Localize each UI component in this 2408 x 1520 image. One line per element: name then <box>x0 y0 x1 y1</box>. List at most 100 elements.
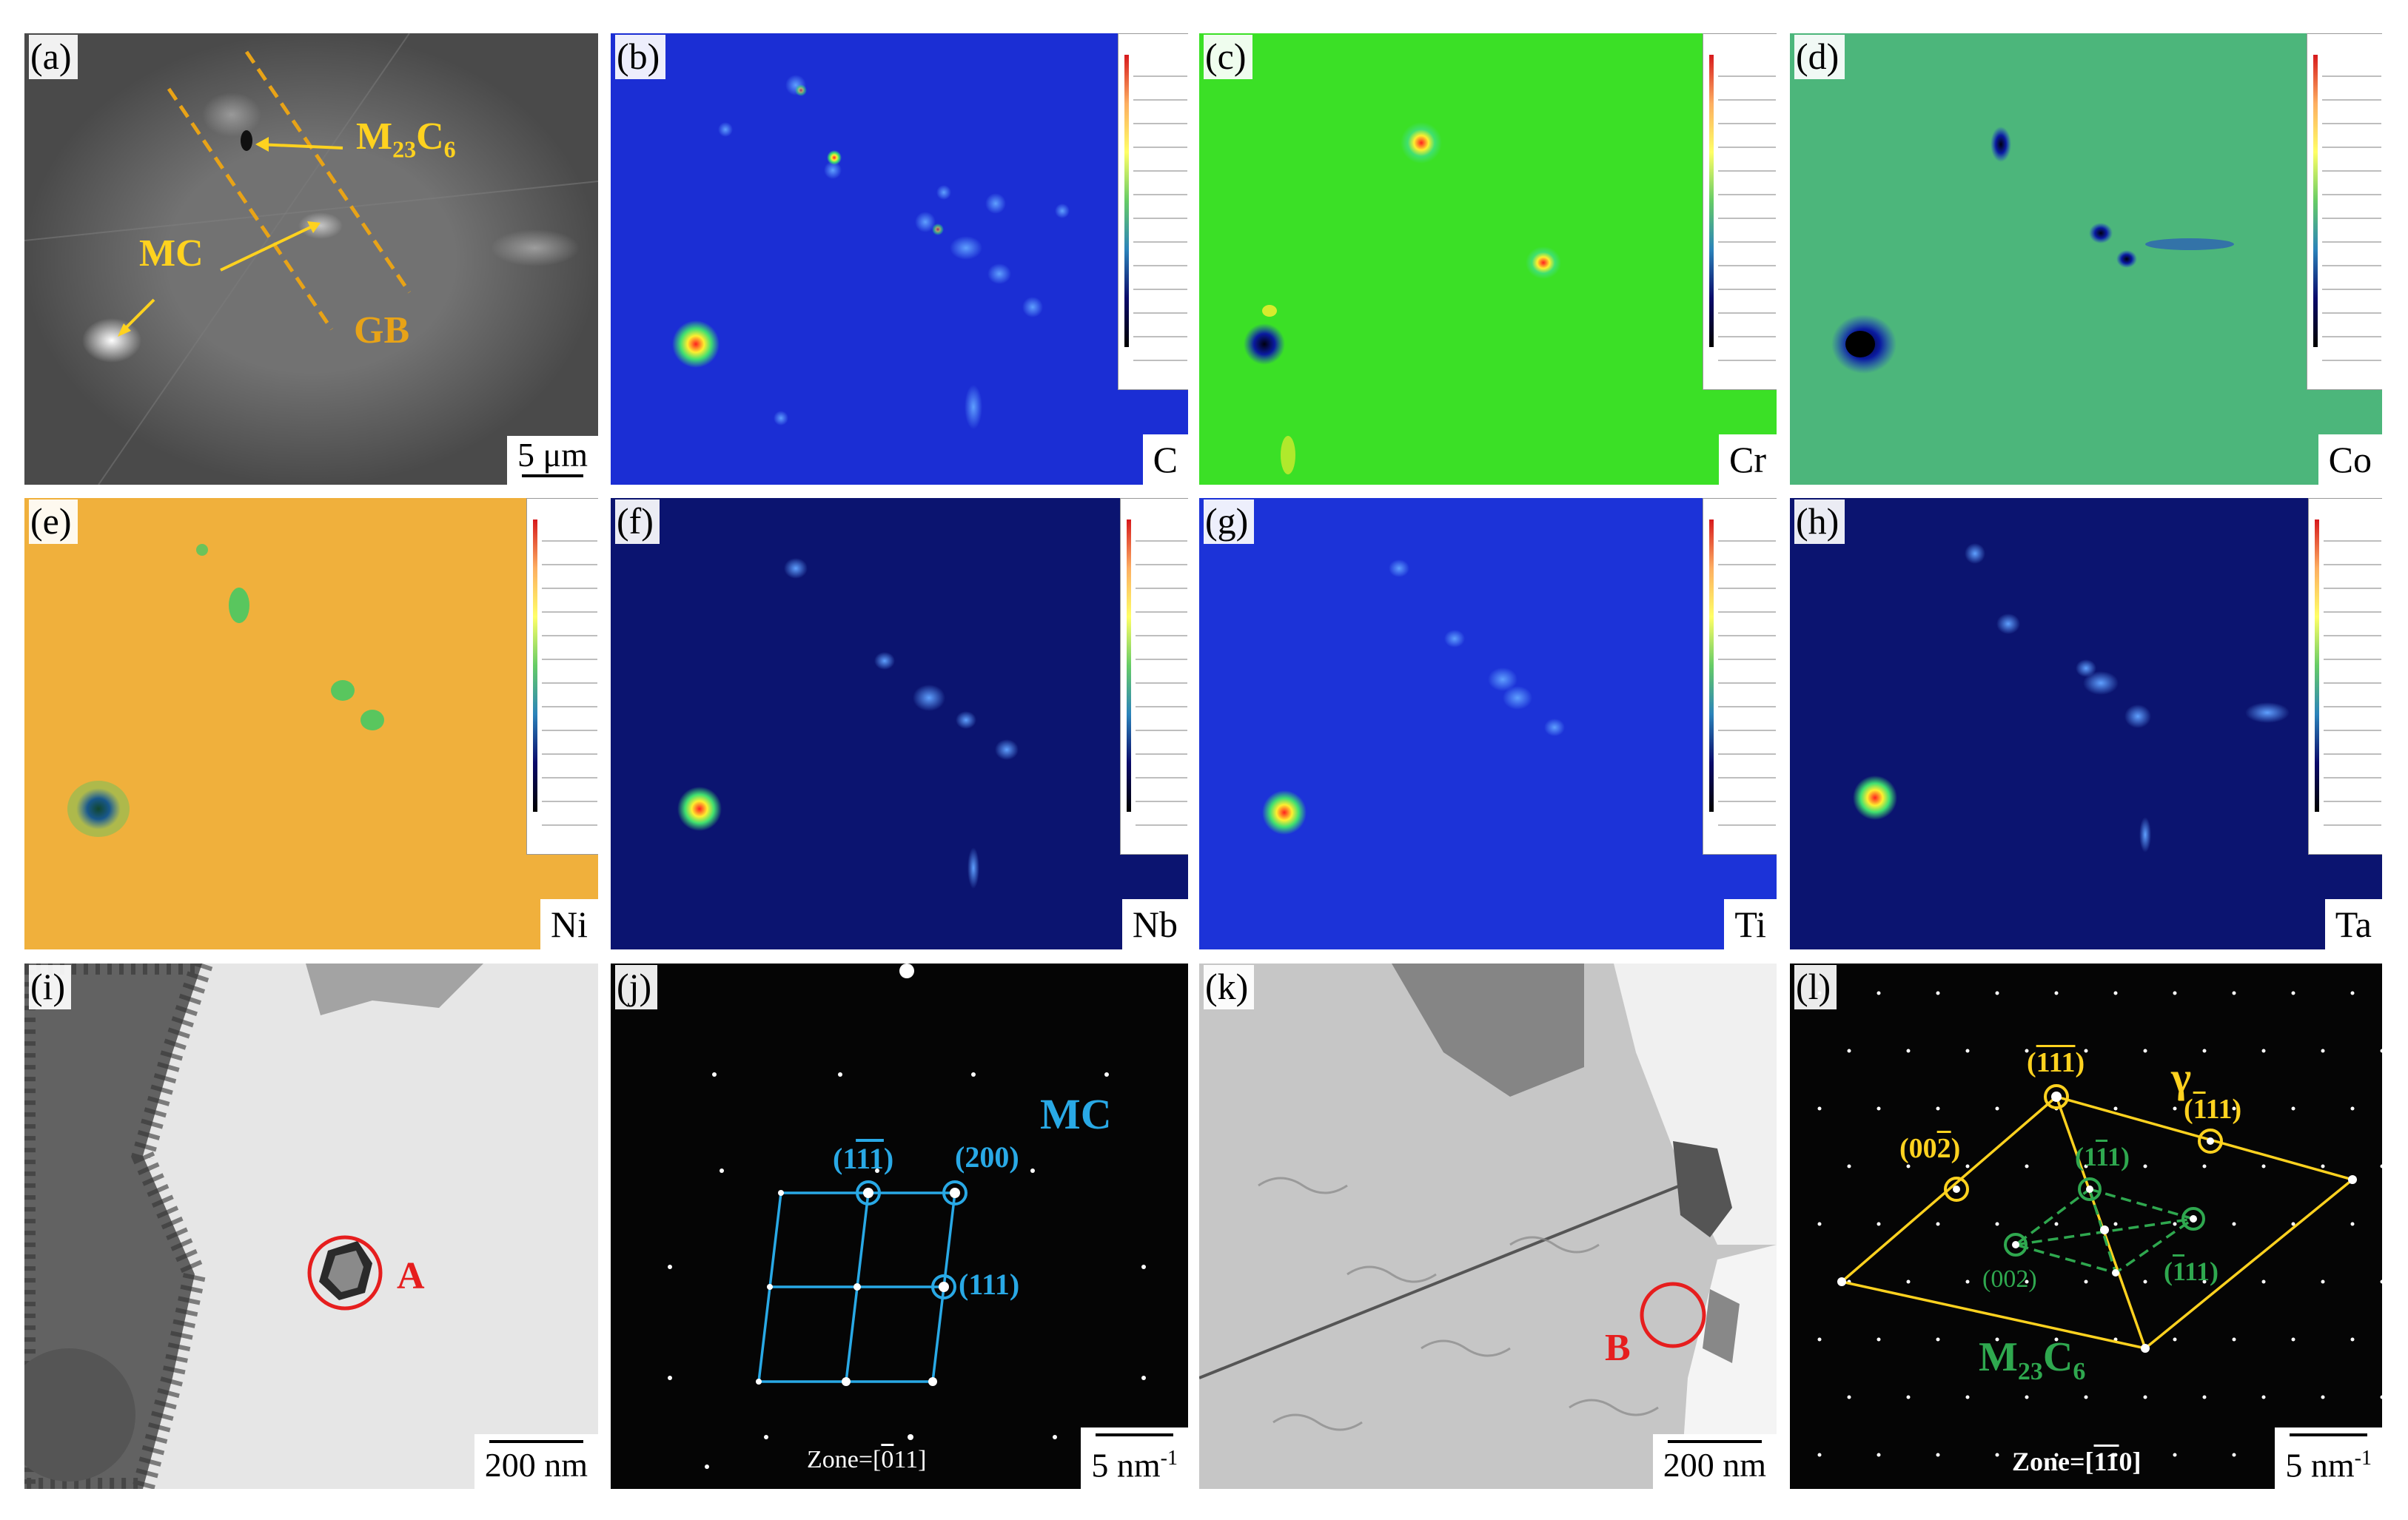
colorbar-gradient <box>2315 519 2319 812</box>
diffraction-spot <box>1995 1222 1999 1226</box>
panel-label-i: (i) <box>29 965 72 1009</box>
colorbar-gradient <box>1124 55 1129 347</box>
panel-g-titanium-map: (g) Ti <box>1199 498 1777 949</box>
colorbar-gradient <box>1709 519 1714 812</box>
diffraction-spot <box>2291 1337 2295 1342</box>
gamma-spot-002-label: (002) <box>1899 1132 1960 1165</box>
colorbar-gradient <box>533 519 537 812</box>
diffraction-spot <box>2202 1395 2207 1399</box>
colorbar-ticks <box>1718 521 1776 838</box>
scale-bar-k-line <box>1667 1440 1762 1443</box>
diffraction-spot <box>1936 1453 1940 1457</box>
diffraction-spot <box>1965 1395 1970 1399</box>
scale-bar-j-line <box>1096 1433 1173 1436</box>
diffraction-spot <box>2261 1279 2266 1284</box>
panel-i-tem-image: A (i) 200 nm <box>24 964 598 1489</box>
m-1bar11-open: ( <box>2164 1257 2173 1286</box>
diffraction-spot <box>1995 1106 1999 1111</box>
diffraction-spot <box>1906 1049 1911 1053</box>
diffraction-spot <box>2291 1106 2295 1111</box>
diffraction-spot <box>1995 991 1999 995</box>
gamma-phase-label: γ <box>2171 1053 2192 1101</box>
diffraction-spot <box>2202 1164 2207 1168</box>
diffraction-spot <box>1995 1453 1999 1457</box>
niobium-eds-map <box>611 498 1188 949</box>
spot-1-11-label: (111) <box>833 1141 893 1176</box>
diffraction-spot <box>2143 1279 2147 1284</box>
m23c6-spot-111-label: (111) <box>2075 1141 2130 1172</box>
diffraction-spot <box>2380 1049 2382 1053</box>
diffraction-spot <box>1936 1222 1940 1226</box>
panel-label-c: (c) <box>1204 35 1252 79</box>
scale-j-value: 5 nm <box>1091 1446 1161 1484</box>
l-m23c6-sub6: 6 <box>2073 1358 2086 1386</box>
colorbar-d <box>2307 33 2382 390</box>
zone-l-prefix: Zone=[ <box>2012 1447 2094 1476</box>
l-m23c6-m: M <box>1979 1334 2018 1380</box>
l-m23c6-c: C <box>2042 1334 2073 1380</box>
diffraction-spot <box>2113 1106 2118 1111</box>
diffraction-spot <box>2261 1395 2266 1399</box>
scale-l-exponent: -1 <box>2354 1446 2372 1470</box>
diffraction-spot <box>2350 1337 2355 1342</box>
diffraction-spot <box>2025 1164 2029 1168</box>
diffraction-spot <box>2380 1279 2382 1284</box>
zone-axis-l: Zone=[110] <box>2012 1446 2142 1477</box>
colorbar-ticks <box>2322 56 2381 373</box>
diffraction-spot <box>2232 1222 2236 1226</box>
scale-bar-l: 5 nm-1 <box>2275 1427 2382 1489</box>
scale-bar-l-text: 5 nm-1 <box>2285 1439 2372 1484</box>
scale-bar-j: 5 nm-1 <box>1081 1427 1188 1489</box>
diffraction-spot <box>1817 1222 1822 1226</box>
diffraction-spot <box>2380 1395 2382 1399</box>
tem-brightfield-image-2 <box>1199 964 1777 1489</box>
sem-micrograph <box>24 33 598 485</box>
diffraction-spot <box>1817 1337 1822 1342</box>
diffraction-spot <box>2173 1106 2177 1111</box>
m23c6-annotation: M23C6 <box>356 115 456 163</box>
diffraction-spot <box>1936 1337 1940 1342</box>
diffraction-spot <box>1877 1453 1881 1457</box>
diffraction-spot <box>2202 1279 2207 1284</box>
gb-line-left <box>167 87 334 331</box>
element-label-nb: Nb <box>1121 899 1188 949</box>
panel-label-a: (a) <box>29 35 78 79</box>
panel-k-tem-image: B (k) 200 nm <box>1199 964 1777 1489</box>
diffraction-spot <box>2291 1222 2295 1226</box>
chromium-eds-map <box>1199 33 1777 485</box>
element-label-cr: Cr <box>1719 434 1777 485</box>
panel-label-k: (k) <box>1204 965 1255 1009</box>
l-m23c6-sub23: 23 <box>2017 1358 2043 1386</box>
gamma-111-bar: 111 <box>2036 1047 2076 1078</box>
colorbar-ticks <box>1133 56 1187 373</box>
spot-1-11-open: (1 <box>833 1142 856 1175</box>
gamma-spot-1bar11-label: (111) <box>2184 1093 2241 1126</box>
zone-j-prefix: Zone=[ <box>807 1446 882 1473</box>
diffraction-spot <box>1877 1337 1881 1342</box>
diffraction-spot <box>1817 1106 1822 1111</box>
m-1bar11-rest: 11) <box>2184 1257 2219 1286</box>
spot-1-11-close: ) <box>883 1142 894 1175</box>
m23c6-sub23: 23 <box>392 135 417 163</box>
panel-c-chromium-map: (c) Cr <box>1199 33 1777 485</box>
zone-axis-j: Zone=[011] <box>807 1446 926 1474</box>
gamma-002-bar: 2 <box>1936 1133 1951 1164</box>
tantalum-eds-map <box>1790 498 2382 949</box>
panel-a-sem-image: (a) M23C6 MC GB 5 μm <box>24 33 598 485</box>
diffraction-spot <box>2173 1453 2177 1457</box>
colorbar-gradient <box>1127 519 1131 812</box>
diffraction-spot <box>2143 1049 2147 1053</box>
gamma-111-open: ( <box>2027 1047 2036 1078</box>
panel-label-l: (l) <box>1794 965 1837 1009</box>
spot-111-label: (111) <box>959 1268 1020 1301</box>
gamma-002-close: ) <box>1951 1133 1961 1164</box>
panel-f-niobium-map: (f) Nb <box>611 498 1188 949</box>
diffraction-spot <box>1995 1337 1999 1342</box>
diffraction-spot <box>2143 1164 2147 1168</box>
diffraction-spot <box>2232 1453 2236 1457</box>
gamma-111-close: ) <box>2075 1047 2085 1078</box>
titanium-eds-map <box>1199 498 1777 949</box>
panel-h-tantalum-map: (h) Ta <box>1790 498 2382 949</box>
diffraction-spot <box>2173 991 2177 995</box>
diffraction-spot <box>1965 1279 1970 1284</box>
